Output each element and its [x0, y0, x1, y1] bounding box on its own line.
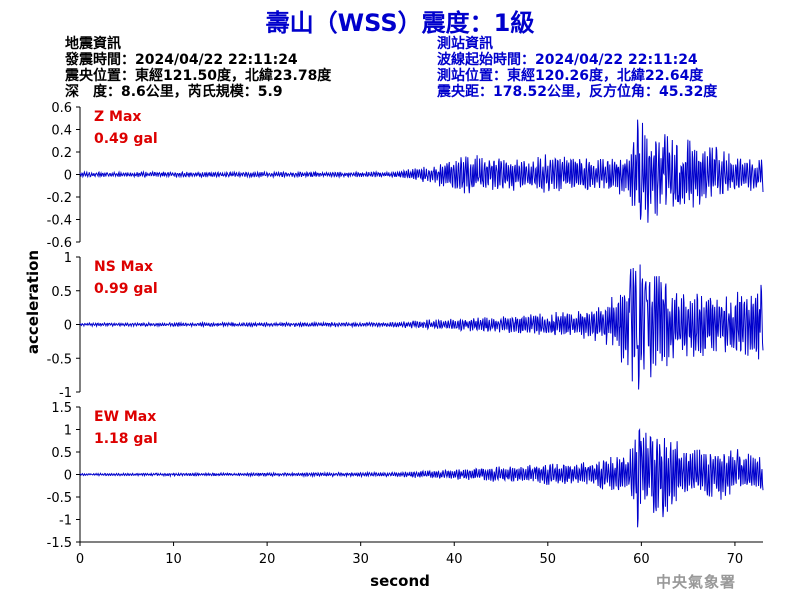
x-axis-label: second — [370, 572, 430, 590]
y-axis-label: acceleration — [24, 250, 42, 354]
credit-watermark: 中央氣象署 — [656, 573, 737, 591]
ew-y-tick-label: -1.5 — [47, 536, 72, 551]
z-y-tick-label: 0.6 — [51, 101, 72, 116]
x-tick-label: 20 — [259, 552, 276, 567]
station-location: 測站位置：東經120.26度，北緯22.64度 — [437, 68, 704, 84]
wave-start-time: 波線起始時間：2024/04/22 22:11:24 — [437, 52, 698, 68]
ns-y-tick-label: 1 — [64, 251, 72, 266]
ew-waveform-series — [79, 427, 764, 528]
x-tick-label: 10 — [165, 552, 182, 567]
x-tick-label: 40 — [446, 552, 463, 567]
earthquake-info: 地震資訊 發震時間：2024/04/22 22:11:24 震央位置：東經121… — [65, 36, 331, 100]
ns-y-tick-label: -1 — [59, 386, 72, 401]
station-info-heading: 測站資訊 — [437, 36, 493, 52]
z-y-tick-label: -0.4 — [47, 214, 72, 229]
ns-waveform-series — [79, 264, 764, 390]
x-tick-label: 50 — [540, 552, 557, 567]
x-tick-label: 60 — [633, 552, 650, 567]
z-y-tick-label: -0.6 — [47, 236, 72, 251]
depth-magnitude: 深 度：8.6公里，芮氏規模：5.9 — [65, 84, 283, 100]
ew-peak-label: EW Max — [94, 409, 156, 425]
x-tick-label: 0 — [76, 552, 84, 567]
ew-y-tick-label: 1 — [64, 424, 72, 439]
ns-peak-label: NS Max — [94, 259, 153, 275]
ns-y-tick-label: -0.5 — [47, 352, 72, 367]
ew-y-tick-label: -0.5 — [47, 491, 72, 506]
ew-y-tick-label: 0 — [64, 469, 72, 484]
z-y-tick-label: 0.4 — [51, 124, 72, 139]
chart-title: 壽山（WSS）震度：1級 — [265, 9, 535, 37]
z-y-tick-label: -0.2 — [47, 191, 72, 206]
ew-y-tick-label: 0.5 — [51, 446, 72, 461]
epicentral-distance: 震央距：178.52公里，反方位角：45.32度 — [437, 84, 718, 100]
z-peak-label: Z Max — [94, 109, 141, 125]
x-tick-label: 70 — [727, 552, 744, 567]
ns-y-tick-label: 0.5 — [51, 285, 72, 300]
earthquake-info-heading: 地震資訊 — [65, 36, 121, 52]
origin-time: 發震時間：2024/04/22 22:11:24 — [65, 52, 298, 68]
z-y-tick-label: 0.2 — [51, 146, 72, 161]
z-y-tick-label: 0 — [64, 169, 72, 184]
ew-y-tick-label: -1 — [59, 514, 72, 529]
ew-peak-value: 1.18 gal — [94, 431, 158, 447]
station-info: 測站資訊 波線起始時間：2024/04/22 22:11:24 測站位置：東經1… — [437, 36, 717, 100]
x-tick-label: 30 — [352, 552, 369, 567]
z-waveform-series — [79, 119, 764, 223]
ns-peak-value: 0.99 gal — [94, 281, 158, 297]
ew-y-tick-label: 1.5 — [51, 401, 72, 416]
z-peak-value: 0.49 gal — [94, 131, 158, 147]
epicenter-location: 震央位置：東經121.50度，北緯23.78度 — [65, 68, 332, 84]
ns-y-tick-label: 0 — [64, 319, 72, 334]
